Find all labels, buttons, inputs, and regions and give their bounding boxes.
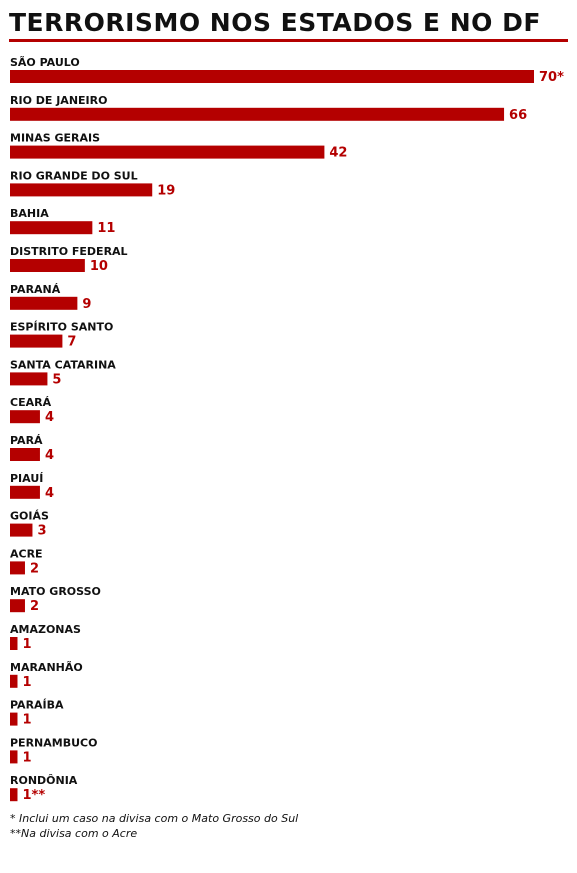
footnote-2: **Na divisa com o Acre [10,827,137,840]
category-label-minas-gerais: MINAS GERAIS [10,132,100,145]
value-label-mato-grosso: 2 [30,599,39,614]
category-label-santa-catarina: SANTA CATARINA [10,358,116,371]
footnote-1: * Inclui um caso na divisa com o Mato Gr… [10,812,298,825]
category-label-piaui: PIAUÍ [10,472,43,485]
category-label-acre: ACRE [10,547,43,560]
bar-bahia [10,221,92,234]
category-label-mato-grosso: MATO GROSSO [10,585,101,598]
category-label-paraiba: PARAÍBA [10,699,64,712]
category-label-amazonas: AMAZONAS [10,623,81,636]
bar-ceara [10,410,40,423]
category-label-rio-de-janeiro: RIO DE JANEIRO [10,94,107,107]
bar-rondonia [10,788,17,801]
value-label-ceara: 4 [45,410,54,425]
bar-parana [10,297,77,310]
bar-paraiba [10,713,17,726]
value-label-sao-paulo: 70* [539,70,564,85]
value-label-santa-catarina: 5 [52,372,61,387]
value-label-paraiba: 1 [22,713,31,728]
bar-goias [10,524,32,537]
category-label-para: PARÁ [10,434,43,447]
bar-rio-grande-do-sul [10,183,152,196]
category-label-parana: PARANÁ [10,283,61,296]
category-label-rondonia: RONDÔNIA [10,774,78,787]
value-label-espirito-santo: 7 [67,335,76,350]
bar-sao-paulo [10,70,534,83]
category-label-maranhao: MARANHÃO [10,661,83,674]
value-label-rio-grande-do-sul: 19 [157,183,175,198]
bar-rio-de-janeiro [10,108,504,121]
category-label-sao-paulo: SÃO PAULO [10,56,80,69]
value-label-distrito-federal: 10 [90,259,108,274]
bar-pernambuco [10,750,17,763]
category-label-ceara: CEARÁ [10,396,52,409]
category-label-goias: GOIÁS [10,510,49,523]
bar-distrito-federal [10,259,85,272]
category-label-bahia: BAHIA [10,207,49,220]
value-label-acre: 2 [30,561,39,576]
value-label-amazonas: 1 [22,637,31,652]
bar-chart: SÃO PAULO 70* RIO DE JANEIRO 66 MINAS GERAIS… [0,0,577,810]
bar-piaui [10,486,40,499]
category-label-distrito-federal: DISTRITO FEDERAL [10,245,128,258]
value-label-rondonia: 1** [22,788,45,803]
bar-espirito-santo [10,335,62,348]
value-label-bahia: 11 [97,221,115,236]
bar-minas-gerais [10,146,324,159]
bar-santa-catarina [10,372,47,385]
value-label-maranhao: 1 [22,675,31,690]
value-label-piaui: 4 [45,486,54,501]
value-label-pernambuco: 1 [22,750,31,765]
value-label-parana: 9 [82,297,91,312]
bar-acre [10,561,25,574]
bar-mato-grosso [10,599,25,612]
bar-para [10,448,40,461]
category-label-espirito-santo: ESPÍRITO SANTO [10,321,113,334]
category-label-rio-grande-do-sul: RIO GRANDE DO SUL [10,169,138,182]
value-label-para: 4 [45,448,54,463]
value-label-minas-gerais: 42 [329,146,347,161]
bar-maranhao [10,675,17,688]
value-label-goias: 3 [37,524,46,539]
category-label-pernambuco: PERNAMBUCO [10,736,97,749]
value-label-rio-de-janeiro: 66 [509,108,527,123]
bar-amazonas [10,637,17,650]
